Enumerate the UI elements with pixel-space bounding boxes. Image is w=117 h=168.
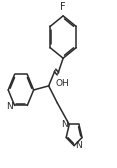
Text: F: F xyxy=(60,2,66,12)
Text: OH: OH xyxy=(55,79,69,88)
Text: N: N xyxy=(61,120,68,129)
Text: N: N xyxy=(75,141,82,150)
Text: N: N xyxy=(6,102,13,111)
